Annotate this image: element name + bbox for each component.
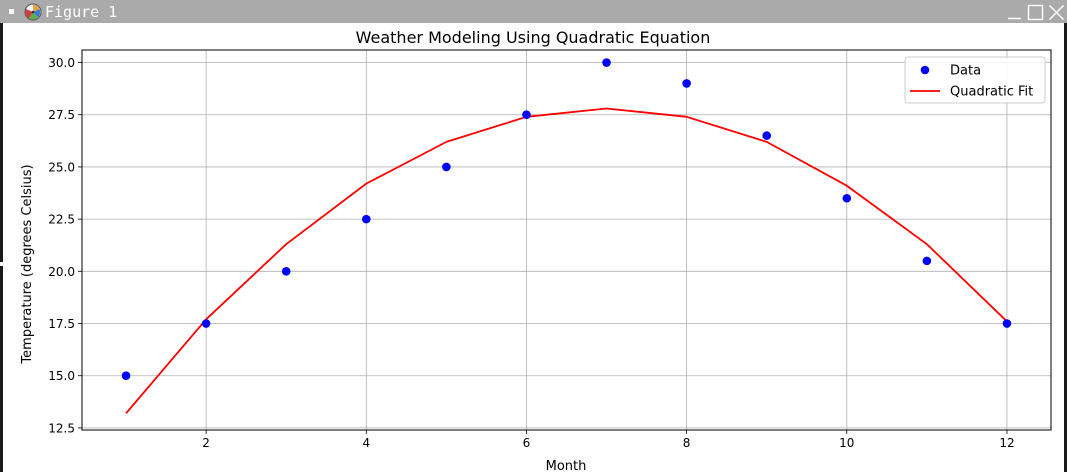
data-point xyxy=(201,319,211,328)
grid xyxy=(82,50,1051,430)
data-point xyxy=(842,193,852,203)
window-border-mark xyxy=(0,262,3,266)
y-tick-label: 15.0 xyxy=(48,369,75,383)
minimize-button[interactable] xyxy=(1006,4,1023,21)
window-menu-icon[interactable] xyxy=(9,9,14,14)
y-tick-label: 30.0 xyxy=(48,56,75,70)
quadratic-fit-line xyxy=(125,107,1008,414)
chart-title: Weather Modeling Using Quadratic Equatio… xyxy=(356,28,711,47)
x-tick-label: 8 xyxy=(683,436,691,450)
x-tick-label: 2 xyxy=(202,436,210,450)
legend: Data Quadratic Fit xyxy=(904,56,1046,104)
legend-label: Data xyxy=(950,64,981,79)
x-tick-label: 4 xyxy=(362,436,370,450)
legend-label: Quadratic Fit xyxy=(950,85,1033,100)
data-point xyxy=(602,58,611,67)
data-point xyxy=(442,162,451,172)
data-point xyxy=(1002,319,1012,328)
y-tick-label: 17.5 xyxy=(48,317,75,331)
y-tick-label: 12.5 xyxy=(48,421,75,435)
maximize-button[interactable] xyxy=(1027,4,1044,21)
y-tick-label: 20.0 xyxy=(48,265,75,279)
y-tick-label: 27.5 xyxy=(48,108,75,122)
x-tick-label: 10 xyxy=(839,436,854,450)
chart[interactable]: Weather Modeling Using Quadratic Equatio… xyxy=(3,23,1064,474)
plot-frame xyxy=(81,49,1052,431)
y-tick-label: 22.5 xyxy=(48,213,75,227)
data-point xyxy=(922,256,932,266)
window-right-border xyxy=(1064,23,1067,472)
y-tick-label: 25.0 xyxy=(48,160,75,174)
x-tick-label: 12 xyxy=(999,436,1014,450)
legend-marker-data xyxy=(920,65,930,75)
figure-canvas[interactable]: Weather Modeling Using Quadratic Equatio… xyxy=(3,23,1064,474)
series xyxy=(121,58,1012,414)
data-point xyxy=(281,267,291,276)
maximize-icon xyxy=(1027,4,1044,21)
matplotlib-logo-icon xyxy=(24,3,42,21)
window-left-border xyxy=(0,23,3,472)
x-tick-label: 6 xyxy=(523,436,531,450)
close-button[interactable] xyxy=(1048,4,1065,21)
window-title: Figure 1 xyxy=(45,3,118,21)
x-axis-label: Month xyxy=(546,459,587,472)
data-point xyxy=(682,79,691,88)
y-axis-label: Temperature (degrees Celsius) xyxy=(20,164,35,364)
data-point xyxy=(121,371,131,381)
window-titlebar[interactable]: Figure 1 xyxy=(0,0,1067,23)
close-icon xyxy=(1049,5,1064,20)
figure-background xyxy=(3,23,1064,472)
data-point xyxy=(361,214,371,224)
axes: 2 4 6 8 10 12 12.5 15.0 17.5 20.0 22.5 25.0 27.5 30.0 xyxy=(48,49,1052,450)
data-point xyxy=(522,110,531,120)
data-point xyxy=(762,131,772,140)
